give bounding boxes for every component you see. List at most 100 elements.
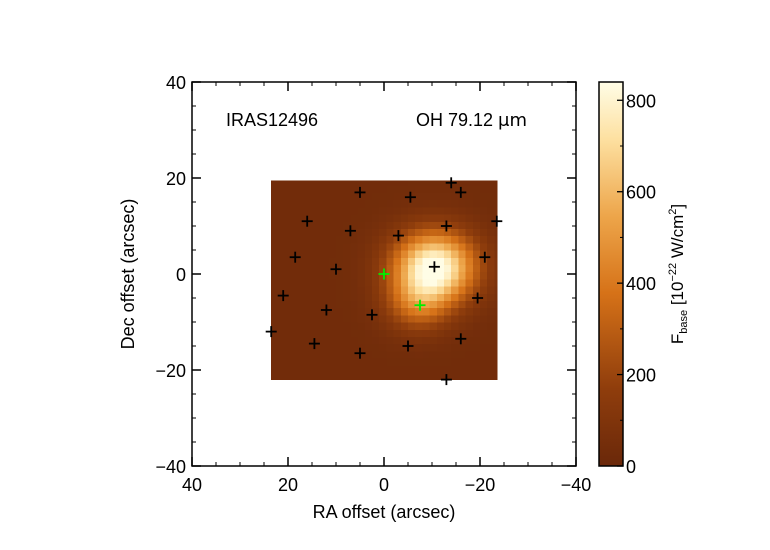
spaxel-marker: [491, 215, 503, 227]
heatmap-cell: [307, 180, 315, 186]
heatmap-cell: [307, 271, 315, 280]
heatmap-cell: [386, 221, 395, 229]
heatmap-cell: [458, 322, 467, 330]
x-tick-label: −40: [561, 475, 592, 495]
heatmap-cell: [292, 372, 301, 381]
heatmap-cell: [400, 372, 409, 381]
heatmap-cell: [314, 322, 323, 330]
heatmap-cell: [494, 365, 498, 373]
heatmap-cell: [300, 336, 308, 345]
heatmap-cell: [357, 278, 366, 287]
heatmap-cell: [372, 365, 380, 373]
heatmap-cell: [307, 250, 315, 258]
heatmap-cell: [300, 343, 308, 352]
heatmap-cell: [458, 358, 467, 366]
heatmap-cell: [364, 336, 373, 345]
heatmap-cell: [494, 314, 498, 323]
source-marker: [378, 268, 390, 280]
heatmap-cell: [357, 286, 366, 294]
heatmap-cell: [364, 214, 373, 222]
heatmap-cell: [292, 365, 301, 373]
heatmap-cell: [393, 192, 402, 201]
heatmap-cell: [494, 271, 498, 280]
heatmap-cell: [292, 192, 301, 201]
heatmap-cell: [300, 206, 308, 215]
heatmap-cell: [487, 286, 495, 294]
heatmap-cell: [379, 286, 387, 294]
heatmap-cell: [285, 343, 294, 352]
heatmap-cell: [472, 343, 481, 352]
heatmap-cell: [451, 271, 459, 280]
heatmap-cell: [292, 350, 301, 359]
heatmap-cell: [444, 278, 452, 287]
heatmap-cell: [386, 300, 395, 309]
heatmap-cell: [278, 293, 287, 301]
heatmap-cell: [350, 286, 359, 294]
heatmap-cell: [422, 185, 431, 193]
heatmap-cell: [465, 228, 474, 237]
heatmap-cell: [444, 271, 452, 280]
heatmap-cell: [321, 336, 330, 345]
heatmap-cell: [480, 214, 488, 222]
heatmap-cell: [343, 372, 351, 381]
heatmap-cell: [314, 257, 323, 265]
heatmap-cell: [408, 314, 416, 323]
heatmap-cell: [451, 264, 459, 273]
heatmap-cell: [458, 235, 467, 244]
heatmap-cell: [300, 329, 308, 337]
heatmap-cell: [357, 329, 366, 337]
heatmap-cell: [487, 300, 495, 309]
heatmap-cell: [364, 329, 373, 337]
heatmap-cell: [336, 336, 344, 345]
heatmap-cell: [336, 350, 344, 359]
heatmap-cell: [292, 314, 301, 323]
heatmap-cell: [357, 372, 366, 381]
heatmap-cell: [458, 286, 467, 294]
heatmap-cell: [357, 307, 366, 316]
heatmap-cell: [314, 372, 323, 381]
spaxel-marker: [402, 340, 414, 352]
heatmap-cell: [307, 322, 315, 330]
heatmap-cell: [372, 293, 380, 301]
heatmap-cell: [393, 329, 402, 337]
heatmap-cell: [415, 257, 423, 265]
heatmap-cell: [336, 199, 344, 208]
heatmap-cell: [444, 192, 452, 201]
heatmap-cell: [494, 242, 498, 251]
heatmap-cell: [436, 257, 445, 265]
heatmap-cell: [472, 221, 481, 229]
heatmap-cell: [379, 235, 387, 244]
heatmap-cell: [307, 314, 315, 323]
heatmap-cell: [343, 180, 351, 186]
heatmap-cell: [285, 372, 294, 381]
heatmap-cell: [458, 264, 467, 273]
heatmap-cell: [415, 214, 423, 222]
heatmap-cell: [415, 372, 423, 381]
marker-layer: [265, 177, 503, 386]
heatmap-cell: [292, 242, 301, 251]
heatmap-cell: [480, 235, 488, 244]
heatmap-cell: [336, 180, 344, 186]
heatmap-cell: [386, 250, 395, 258]
heatmap-cell: [328, 293, 337, 301]
heatmap-cell: [444, 314, 452, 323]
heatmap-cell: [480, 271, 488, 280]
heatmap-cell: [408, 185, 416, 193]
heatmap-cell: [343, 214, 351, 222]
heatmap-cell: [379, 307, 387, 316]
heatmap-cell: [307, 372, 315, 381]
heatmap-cell: [436, 271, 445, 280]
heatmap-cell: [300, 271, 308, 280]
heatmap-cell: [364, 192, 373, 201]
heatmap-cell: [278, 180, 287, 186]
heatmap-cell: [408, 271, 416, 280]
heatmap-cell: [314, 307, 323, 316]
heatmap-cell: [285, 350, 294, 359]
heatmap-cell: [422, 372, 431, 381]
heatmap-cell: [300, 192, 308, 201]
heatmap-cell: [364, 257, 373, 265]
heatmap-cell: [422, 314, 431, 323]
heatmap-cell: [336, 365, 344, 373]
heatmap-cell: [321, 235, 330, 244]
heatmap-cell: [357, 206, 366, 215]
